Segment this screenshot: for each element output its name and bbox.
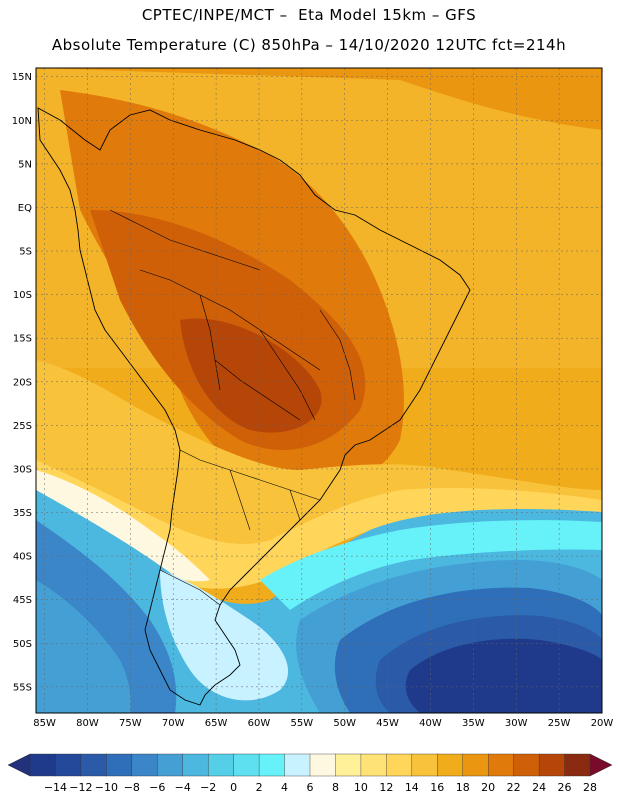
colorbar-segment xyxy=(335,753,362,777)
latitude-labels: 15N 10N 5N EQ 5S 10S 15S 20S 25S 30S 35S 40S 45S 50S 5… xyxy=(12,72,32,693)
colorbar-segment xyxy=(182,753,209,777)
colorbar-segment xyxy=(106,753,133,777)
colorbar-label: 14 xyxy=(405,781,419,794)
colorbar-label: 20 xyxy=(481,781,495,794)
lon-label: 80W xyxy=(76,718,99,729)
lon-label: 40W xyxy=(419,718,442,729)
colorbar-label: −10 xyxy=(95,781,118,794)
colorbar-label: 8 xyxy=(332,781,339,794)
lat-lon-grid xyxy=(36,68,603,713)
colorbar-label: 4 xyxy=(281,781,288,794)
colorbar-segment xyxy=(131,753,158,777)
colorbar-label: 18 xyxy=(456,781,470,794)
colorbar-label: 0 xyxy=(230,781,237,794)
country-borders xyxy=(109,209,356,606)
colorbar-segment xyxy=(360,753,387,777)
colorbar-segment xyxy=(513,753,540,777)
lon-label: 70W xyxy=(162,718,185,729)
colorbar-segment xyxy=(462,753,489,777)
colorbar-segment xyxy=(564,753,591,777)
colorbar-segment xyxy=(55,753,82,777)
colorbar-label: −2 xyxy=(200,781,216,794)
colorbar-segment xyxy=(284,753,311,777)
lon-label: 60W xyxy=(248,718,271,729)
lat-label: 35S xyxy=(13,508,32,519)
colorbar-segment xyxy=(233,753,260,777)
lon-label: 50W xyxy=(333,718,356,729)
colorbar-segment xyxy=(258,753,286,777)
lat-label: 25S xyxy=(13,421,32,432)
colorbar-segment xyxy=(29,753,56,777)
lat-label: EQ xyxy=(18,203,32,214)
lon-label: 25W xyxy=(548,718,571,729)
lat-label: 30S xyxy=(13,464,32,475)
lon-label: 65W xyxy=(205,718,228,729)
colorbar-segment xyxy=(157,753,184,777)
lon-label: 30W xyxy=(505,718,528,729)
map-frame xyxy=(35,67,603,714)
colorbar-label: −4 xyxy=(175,781,191,794)
colorbar-label: 22 xyxy=(507,781,521,794)
temperature-field xyxy=(36,68,602,713)
lat-label: 5N xyxy=(18,159,32,170)
lon-label: 20W xyxy=(591,718,614,729)
colorbar-segment xyxy=(538,753,566,777)
lat-label: 55S xyxy=(13,682,32,693)
colorbar-label: 16 xyxy=(430,781,444,794)
chart-subtitle: Absolute Temperature (C) 850hPa – 14/10/… xyxy=(51,36,567,54)
lat-label: 15N xyxy=(12,72,32,83)
lat-label: 45S xyxy=(13,595,32,606)
color-scale: −14 −12 −10 −8 −6 −4 −2 0 2 4 6 8 10 12 14 16 18 20 22 24 26… xyxy=(7,753,613,794)
lon-label: 75W xyxy=(119,718,142,729)
colorbar-label: 10 xyxy=(354,781,368,794)
chart-title: CPTEC/INPE/MCT – Eta Model 15km – GFS xyxy=(141,6,477,24)
lat-label: 20S xyxy=(13,377,32,388)
lon-label: 55W xyxy=(291,718,314,729)
colorbar-high-arrow xyxy=(589,753,613,777)
colorbar-segment xyxy=(207,753,235,777)
lat-label: 40S xyxy=(13,552,32,563)
lat-label: 10S xyxy=(13,290,32,301)
lon-label: 85W xyxy=(33,718,56,729)
lat-label: 5S xyxy=(19,247,32,258)
lon-label: 45W xyxy=(376,718,399,729)
colorbar-segment xyxy=(386,753,413,777)
colorbar-label: 6 xyxy=(307,781,314,794)
lat-label: 50S xyxy=(13,639,32,650)
colorbar-label: 28 xyxy=(583,781,597,794)
colorbar-segment xyxy=(437,753,464,777)
lat-label: 10N xyxy=(12,116,32,127)
colorbar-label: −6 xyxy=(149,781,165,794)
longitude-labels: 85W 80W 75W 70W 65W 60W 55W 50W 45W 40W 35W 30W 25W 2… xyxy=(33,718,613,729)
colorbar-label: −8 xyxy=(124,781,140,794)
colorbar-segment xyxy=(309,753,336,777)
colorbar-label: −12 xyxy=(69,781,92,794)
colorbar-label: 26 xyxy=(558,781,572,794)
temperature-map: 15N 10N 5N EQ 5S 10S 15S 20S 25S 30S 35S 40S 45S 50S 5… xyxy=(12,67,613,729)
colorbar-segment xyxy=(487,753,515,777)
colorbar-label: 2 xyxy=(256,781,263,794)
colorbar-label: 24 xyxy=(532,781,546,794)
lat-label: 15S xyxy=(13,334,32,345)
colorbar-segment xyxy=(80,753,107,777)
lon-label: 35W xyxy=(462,718,485,729)
colorbar-low-arrow xyxy=(7,753,31,777)
colorbar-segment xyxy=(411,753,438,777)
colorbar-label: −14 xyxy=(44,781,67,794)
colorbar-label: 12 xyxy=(379,781,393,794)
